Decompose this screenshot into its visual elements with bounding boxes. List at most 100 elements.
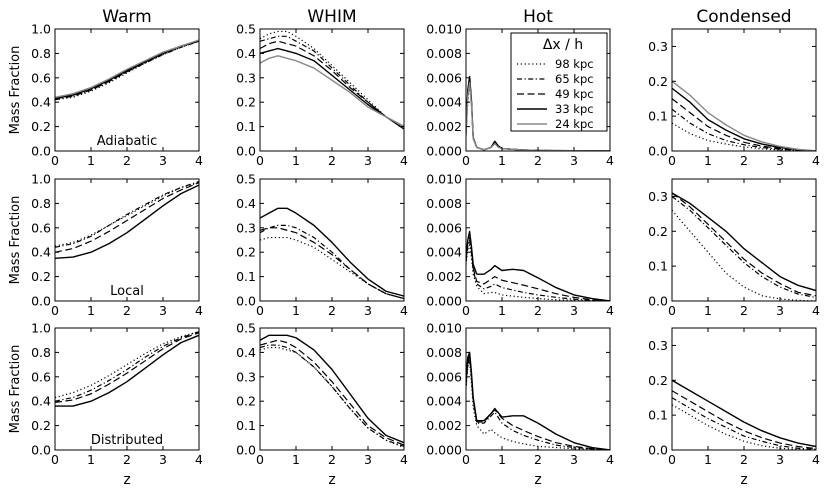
y-tick-label: 0.006 xyxy=(426,369,462,384)
y-tick-label: 0.3 xyxy=(648,189,668,204)
panel-r2-c1: 0.0 0.1 0.2 0.3 0.4 0.5 0 1 2 3 4 xyxy=(236,321,408,468)
series-line-24-kpc xyxy=(55,39,199,99)
x-tick-label: 1 xyxy=(498,153,506,168)
series-line-33-kpc xyxy=(260,207,404,297)
panel-r1-c3: 0.0 0.1 0.2 0.3 0 1 2 3 4 xyxy=(648,178,820,318)
x-tick-label: 4 xyxy=(400,153,408,168)
series-line-24-kpc xyxy=(466,81,610,151)
series-line-98-kpc xyxy=(55,331,199,399)
y-tick-label: 0.0 xyxy=(31,144,51,159)
y-tick-label: 0.4 xyxy=(236,196,256,211)
x-tick-label: 0 xyxy=(256,452,264,467)
x-tick-label: 1 xyxy=(498,452,506,467)
x-tick-label: 4 xyxy=(400,452,408,467)
y-tick-label: 0.2 xyxy=(31,269,51,284)
x-tick-label: 1 xyxy=(87,452,95,467)
x-axis-label: z xyxy=(740,472,747,488)
legend-title: Δx / h xyxy=(543,37,583,53)
x-tick-label: 2 xyxy=(740,452,748,467)
panel-r2-c2: 0.000 0.002 0.004 0.006 0.008 0.010 0 1 2 3 4 xyxy=(426,321,614,468)
panel-r0-c3: 0.0 0.1 0.2 0.3 0 1 2 3 4 xyxy=(648,28,820,168)
panel-frame xyxy=(465,178,611,302)
y-tick-label: 0.010 xyxy=(426,321,462,336)
legend-label: 33 kpc xyxy=(555,102,594,116)
column-title: WHIM xyxy=(307,7,356,27)
y-tick-label: 0.002 xyxy=(426,418,462,433)
x-tick-label: 0 xyxy=(51,153,59,168)
x-tick-label: 4 xyxy=(400,303,408,318)
series-line-65-kpc xyxy=(466,239,610,301)
x-tick-label: 3 xyxy=(776,153,784,168)
panel-frame xyxy=(671,28,817,152)
x-tick-label: 4 xyxy=(195,452,203,467)
panel-r1-c2: 0.000 0.002 0.004 0.006 0.008 0.010 0 1 2 3 4 xyxy=(426,172,614,319)
y-tick-label: 0.002 xyxy=(426,269,462,284)
panel-frame xyxy=(671,178,817,302)
y-tick-label: 0.010 xyxy=(426,172,462,187)
x-tick-label: 0 xyxy=(462,303,470,318)
series-line-33-kpc xyxy=(466,230,610,301)
y-tick-label: 0.000 xyxy=(426,144,462,159)
panel-frame xyxy=(259,28,405,152)
series-line-65-kpc xyxy=(260,224,404,300)
row-label: Distributed xyxy=(91,433,163,448)
x-tick-label: 0 xyxy=(668,153,676,168)
x-tick-label: 3 xyxy=(570,303,578,318)
series-line-49-kpc xyxy=(466,236,610,301)
series-line-24-kpc xyxy=(672,80,816,151)
y-tick-label: 0.002 xyxy=(426,119,462,134)
series-line-65-kpc xyxy=(672,397,816,450)
y-tick-label: 0.4 xyxy=(236,46,256,61)
x-tick-label: 1 xyxy=(292,153,300,168)
y-tick-label: 0.008 xyxy=(426,46,462,61)
y-tick-label: 0.1 xyxy=(648,408,668,423)
series-line-33-kpc xyxy=(55,184,199,259)
y-tick-label: 0.5 xyxy=(236,321,256,336)
series-line-49-kpc xyxy=(466,354,610,450)
series-line-65-kpc xyxy=(55,331,199,402)
panel-r0-c2: 0.000 0.002 0.004 0.006 0.008 0.010 0 1 2 3 4 xyxy=(426,22,614,169)
panel-r0-c1: 0.0 0.1 0.2 0.3 0.4 0.5 0 1 2 3 4 xyxy=(236,22,408,169)
series-line-49-kpc xyxy=(260,339,404,446)
x-tick-label: 0 xyxy=(668,452,676,467)
series-line-33-kpc xyxy=(672,379,816,448)
x-tick-label: 2 xyxy=(740,153,748,168)
x-tick-label: 1 xyxy=(704,452,712,467)
y-tick-label: 0.5 xyxy=(236,22,256,37)
y-tick-label: 0.000 xyxy=(426,443,462,458)
y-tick-label: 0.0 xyxy=(648,443,668,458)
x-tick-label: 3 xyxy=(159,452,167,467)
y-tick-label: 0.000 xyxy=(426,294,462,309)
series-line-65-kpc xyxy=(672,195,816,299)
y-tick-label: 0.004 xyxy=(426,95,462,110)
y-tick-label: 0.2 xyxy=(31,119,51,134)
series-line-65-kpc xyxy=(260,35,404,130)
series-line-49-kpc xyxy=(260,227,404,300)
series-line-33-kpc xyxy=(672,87,816,151)
y-tick-label: 0.8 xyxy=(31,196,51,211)
y-tick-label: 0.008 xyxy=(426,196,462,211)
x-tick-label: 3 xyxy=(570,153,578,168)
x-tick-label: 1 xyxy=(292,303,300,318)
y-tick-label: 1.0 xyxy=(31,172,51,187)
panel-frame xyxy=(259,178,405,302)
series-line-98-kpc xyxy=(672,209,816,301)
y-tick-label: 0.1 xyxy=(236,418,256,433)
y-tick-label: 0.006 xyxy=(426,70,462,85)
y-tick-label: 0.3 xyxy=(236,369,256,384)
y-tick-label: 0.6 xyxy=(31,70,51,85)
series-line-49-kpc xyxy=(55,332,199,404)
y-tick-label: 0.0 xyxy=(236,144,256,159)
x-tick-label: 4 xyxy=(195,153,203,168)
row-label: Adiabatic xyxy=(97,134,158,149)
x-axis-label: z xyxy=(328,472,335,488)
y-tick-label: 0.0 xyxy=(648,144,668,159)
y-tick-label: 0.2 xyxy=(236,245,256,260)
x-tick-label: 1 xyxy=(292,452,300,467)
y-tick-label: 0.1 xyxy=(236,269,256,284)
series-line-98-kpc xyxy=(260,236,404,300)
x-tick-label: 1 xyxy=(704,153,712,168)
y-tick-label: 1.0 xyxy=(31,22,51,37)
y-tick-label: 0.8 xyxy=(31,46,51,61)
x-tick-label: 2 xyxy=(534,153,542,168)
